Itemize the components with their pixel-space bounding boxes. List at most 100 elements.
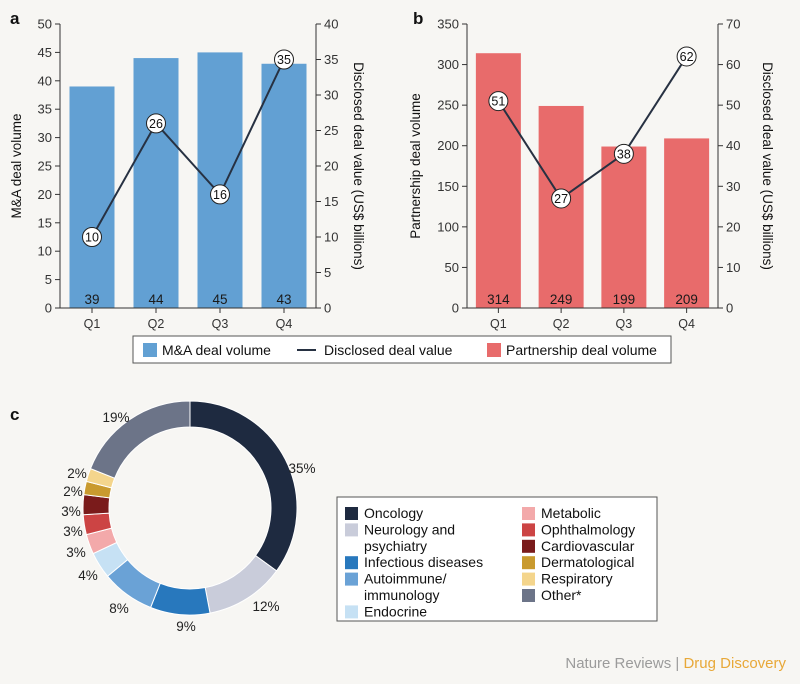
x-tick-label: Q2	[553, 317, 570, 331]
donut-slice-label: 4%	[78, 568, 98, 583]
left-tick-label: 200	[437, 138, 459, 153]
left-tick-label: 30	[38, 130, 52, 145]
legend-swatch	[522, 572, 535, 586]
panel-letter: a	[10, 9, 20, 28]
donut-slice-label: 3%	[66, 545, 86, 560]
right-axis-title: Disclosed deal value (US$ billions)	[351, 62, 366, 270]
donut-slice-label: 2%	[63, 484, 83, 499]
donut-slice-label: 19%	[102, 410, 129, 425]
left-tick-label: 0	[452, 301, 459, 316]
legend-swatch	[345, 572, 358, 586]
panel-a-chart: a 0 5 10 15 20 25 30 35 40 45 50 0 5 10 15 20 25 30 35 40 M&A…	[9, 9, 366, 331]
right-tick-label: 10	[726, 260, 740, 275]
left-axis-title: M&A deal volume	[9, 113, 24, 218]
legend-swatch	[345, 523, 358, 537]
x-tick-label: Q2	[148, 317, 165, 331]
right-tick-label: 40	[726, 138, 740, 153]
bar-q4	[261, 63, 307, 309]
left-tick-label: 5	[45, 272, 52, 287]
bar-value-label: 45	[212, 292, 227, 307]
bar-q4	[664, 138, 710, 308]
right-tick-label: 15	[324, 194, 338, 209]
value-marker-label: 38	[617, 147, 631, 161]
donut-slice-label: 8%	[109, 601, 129, 616]
panel-letter: b	[413, 9, 423, 28]
legend-swatch	[487, 343, 501, 357]
bar-q2	[133, 58, 179, 308]
panel-c-donut: c 35% 12% 9% 8% 4% 3% 3% 3% 2% 2% 19%	[10, 400, 316, 634]
value-marker	[613, 143, 634, 164]
right-tick-label: 30	[726, 179, 740, 194]
left-tick-label: 300	[437, 57, 459, 72]
legend-label: Metabolic	[541, 505, 601, 521]
legend-frame	[132, 335, 672, 364]
legend-swatch	[522, 556, 535, 570]
bar-value-label: 314	[487, 292, 510, 307]
donut-slice-label: 35%	[288, 461, 315, 476]
brand-section: Drug Discovery	[683, 655, 786, 672]
value-marker-label: 26	[149, 117, 163, 131]
brand-footer: Nature Reviews | Drug Discovery	[565, 655, 786, 672]
legend-label: Dermatological	[541, 554, 634, 570]
right-tick-label: 25	[324, 123, 338, 138]
right-tick-label: 10	[324, 230, 338, 245]
left-tick-label: 350	[437, 17, 459, 32]
left-tick-label: 100	[437, 219, 459, 234]
right-tick-label: 40	[324, 17, 338, 32]
legend-swatch	[345, 605, 358, 619]
legend-label: immunology	[364, 587, 439, 603]
legend-swatch	[522, 507, 535, 520]
legend-label: psychiatry	[364, 538, 427, 554]
right-tick-label: 60	[726, 57, 740, 72]
right-tick-label: 20	[726, 219, 740, 234]
value-marker-label: 35	[277, 53, 291, 67]
left-tick-label: 20	[38, 187, 52, 202]
legend-label: Other*	[541, 587, 582, 603]
value-marker-label: 27	[554, 192, 568, 206]
bar-q3	[197, 52, 243, 309]
value-marker	[210, 184, 230, 205]
donut-slice-oncology	[189, 400, 298, 572]
right-tick-label: 70	[726, 17, 740, 32]
legend-label: Oncology	[364, 505, 423, 521]
legend-label: Ophthalmology	[541, 521, 635, 537]
value-marker	[82, 227, 102, 247]
bar-value-label: 44	[148, 292, 164, 307]
right-tick-label: 0	[726, 301, 733, 316]
bar-q1	[69, 86, 115, 308]
left-tick-label: 45	[38, 45, 52, 60]
value-line	[91, 59, 285, 238]
brand-separator: |	[671, 655, 683, 672]
left-tick-label: 250	[437, 98, 459, 113]
value-marker	[551, 188, 572, 209]
donut-slice-label: 3%	[63, 524, 83, 539]
left-tick-label: 40	[38, 73, 52, 88]
donut-slice-infectious-diseases	[149, 582, 211, 616]
x-tick-label: Q4	[276, 317, 293, 331]
bar-value-label: 249	[550, 292, 573, 307]
left-tick-label: 50	[38, 17, 52, 32]
legend-label: Respiratory	[541, 571, 613, 587]
bar-value-label: 199	[613, 292, 636, 307]
legend-label: Autoimmune/	[364, 571, 447, 587]
left-tick-label: 50	[445, 260, 459, 275]
bar-value-label: 39	[84, 292, 99, 307]
legend-swatch	[143, 343, 157, 357]
right-tick-label: 35	[324, 52, 338, 67]
left-tick-label: 35	[38, 102, 52, 117]
x-tick-label: Q1	[490, 317, 507, 331]
value-marker-label: 62	[680, 50, 694, 64]
legend-swatch	[345, 556, 358, 570]
left-tick-label: 10	[38, 244, 52, 259]
left-tick-label: 0	[45, 301, 52, 316]
x-tick-label: Q4	[678, 317, 695, 331]
value-marker	[146, 113, 166, 134]
right-tick-label: 20	[324, 159, 338, 174]
value-marker-label: 16	[213, 188, 227, 202]
legend-frame	[336, 496, 658, 622]
right-tick-label: 50	[726, 98, 740, 113]
value-line	[497, 55, 688, 200]
bar-value-label: 209	[675, 292, 698, 307]
donut-slice-label: 12%	[252, 599, 279, 614]
